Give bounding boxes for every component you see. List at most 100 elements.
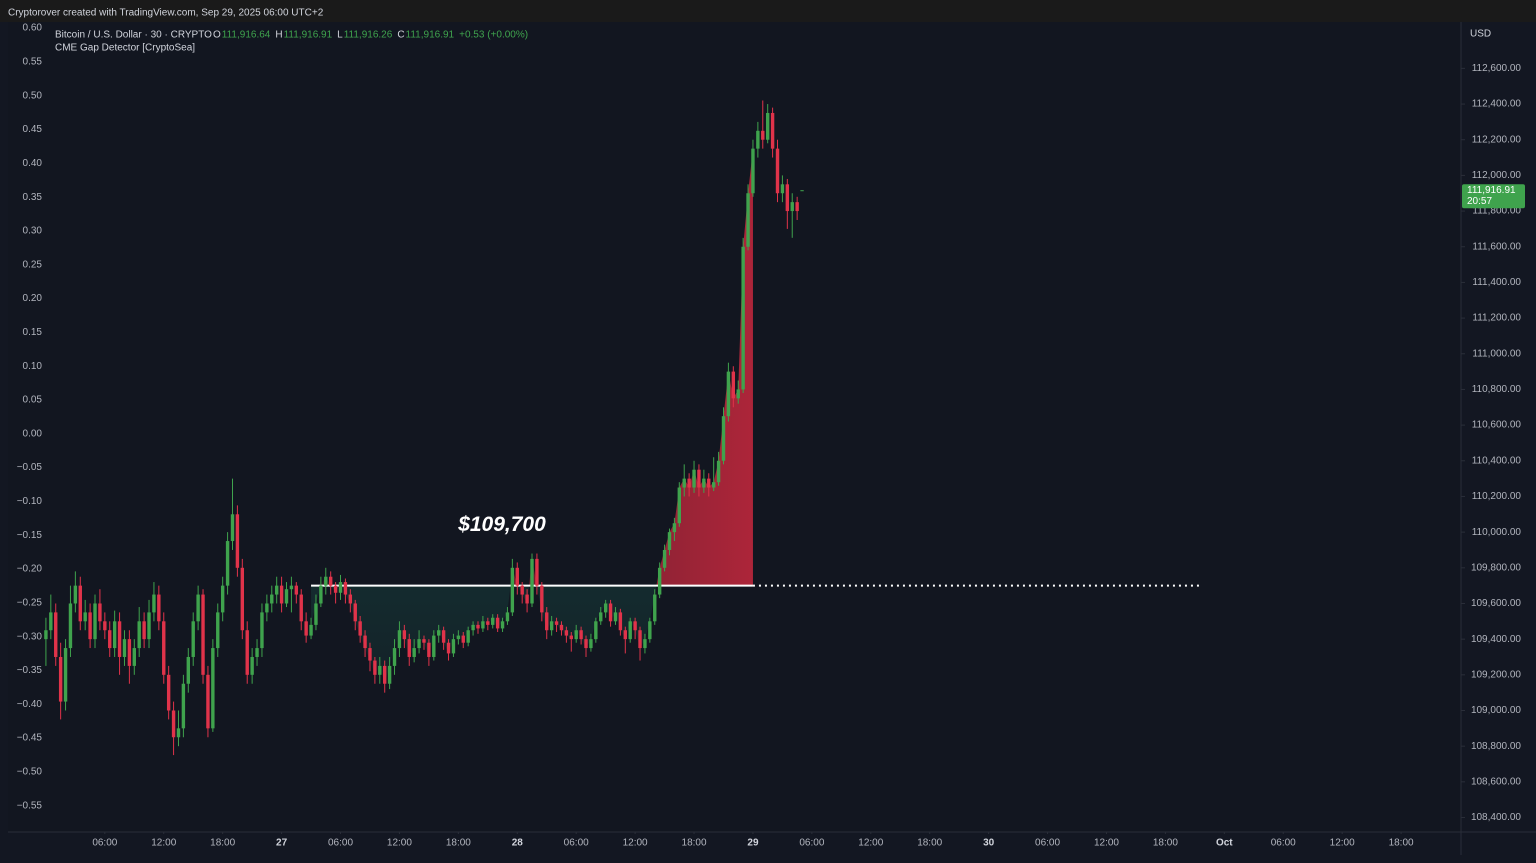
legend-key: O: [213, 30, 221, 41]
candle-body: [618, 612, 623, 631]
candle-body: [299, 594, 303, 622]
y2-tick-label: −0.35: [17, 665, 43, 676]
y2-tick-label: 0.60: [23, 23, 43, 34]
candle-body: [137, 621, 141, 649]
candle-body: [437, 630, 441, 636]
y2-tick-label: 0.00: [23, 428, 43, 439]
candle-body: [176, 728, 181, 738]
candle-body: [633, 621, 637, 631]
x-tick-label: 06:00: [92, 838, 117, 849]
candle-body: [564, 630, 569, 636]
candle-body: [78, 585, 82, 622]
x-tick-label: 12:00: [151, 838, 176, 849]
candle-body: [491, 617, 495, 625]
candle-body: [721, 416, 726, 461]
candle-body: [220, 585, 225, 613]
y2-tick-label: 0.40: [23, 158, 43, 169]
candle-body: [589, 639, 593, 649]
candle-body: [711, 482, 716, 488]
candle-body: [500, 621, 505, 629]
candle-body: [520, 585, 524, 595]
x-tick-label: 18:00: [917, 838, 942, 849]
y-tick-label: 109,200.00: [1471, 669, 1521, 680]
candle-body: [530, 558, 534, 604]
price-badge-value: 111,916.91: [1467, 185, 1516, 196]
candle-body: [623, 630, 627, 640]
y-tick-label: 111,800.00: [1472, 206, 1521, 217]
candle-body: [638, 630, 642, 649]
candle-body: [127, 639, 132, 666]
candle-body: [309, 624, 313, 636]
candle-body: [653, 594, 657, 622]
y-tick-label: 111,000.00: [1472, 348, 1521, 359]
x-tick-label: 27: [276, 838, 288, 849]
candle-body: [279, 585, 284, 604]
x-tick-label: 06:00: [1271, 838, 1296, 849]
candle-body: [397, 630, 402, 649]
y-tick-label: 109,400.00: [1471, 634, 1521, 645]
price-badge-countdown: 20:57: [1467, 196, 1492, 207]
candle-body: [603, 603, 608, 613]
candle-body: [284, 589, 289, 604]
price-badge: [1462, 184, 1525, 209]
x-tick-label: 06:00: [328, 838, 353, 849]
candle-body: [545, 612, 549, 631]
candle-body: [324, 576, 328, 586]
candle-body: [780, 184, 785, 194]
candle-body: [584, 639, 588, 649]
candle-body: [142, 621, 146, 640]
candle-body: [579, 630, 583, 640]
y-tick-label: 111,200.00: [1472, 313, 1521, 324]
candle-body: [407, 639, 411, 657]
y-tick-label: 112,000.00: [1472, 170, 1522, 181]
candle-body: [785, 184, 790, 212]
x-tick-label: 30: [983, 838, 995, 849]
candle-body: [294, 585, 299, 595]
legend-key: L: [337, 30, 343, 41]
y2-tick-label: −0.40: [17, 699, 43, 710]
symbol: Bitcoin / U.S. Dollar · 30 · CRYPTO: [55, 30, 212, 41]
candle-body: [387, 665, 392, 684]
candle-body: [726, 371, 731, 417]
candle-body: [692, 469, 696, 488]
legend-value: 111,916.26: [344, 30, 393, 41]
x-tick-label: 29: [747, 838, 759, 849]
legend-value: 111,916.91: [406, 30, 455, 41]
candle-body: [358, 621, 362, 636]
legend-change: +0.53 (+0.00%): [459, 30, 528, 41]
candle-body: [535, 558, 539, 586]
candle-body: [687, 478, 691, 488]
candle-body: [304, 621, 308, 636]
candle-body: [599, 612, 603, 622]
candle-body: [613, 612, 618, 622]
x-tick-label: 12:00: [623, 838, 648, 849]
candle-body: [363, 635, 367, 649]
candle-body: [319, 585, 323, 604]
candle-body: [412, 648, 416, 657]
candle-body: [162, 621, 166, 675]
y-tick-label: 110,400.00: [1472, 455, 1522, 466]
candle-body: [132, 648, 136, 666]
y2-tick-label: −0.30: [17, 631, 43, 642]
candle-body: [672, 523, 677, 533]
y2-tick-label: 0.45: [23, 124, 43, 135]
gap-fill-below: [311, 585, 753, 684]
candle-body: [157, 594, 161, 622]
candle-body: [751, 148, 755, 194]
candle-body: [103, 621, 107, 631]
y2-tick-label: 0.05: [23, 395, 43, 406]
candle-body: [594, 621, 598, 640]
y-tick-label: 108,400.00: [1471, 812, 1521, 823]
y2-tick-label: −0.25: [17, 597, 43, 608]
x-tick-label: 12:00: [1330, 838, 1355, 849]
candle-body: [225, 541, 230, 586]
y-tick-label: 112,200.00: [1472, 134, 1522, 145]
candle-body: [49, 612, 53, 631]
candle-body: [270, 594, 274, 604]
x-tick-label: 12:00: [387, 838, 412, 849]
candle-body: [628, 621, 632, 640]
candle-body: [122, 639, 127, 657]
legend-value: 111,916.64: [222, 30, 271, 41]
candle-body: [574, 630, 578, 640]
x-tick-label: 18:00: [682, 838, 707, 849]
